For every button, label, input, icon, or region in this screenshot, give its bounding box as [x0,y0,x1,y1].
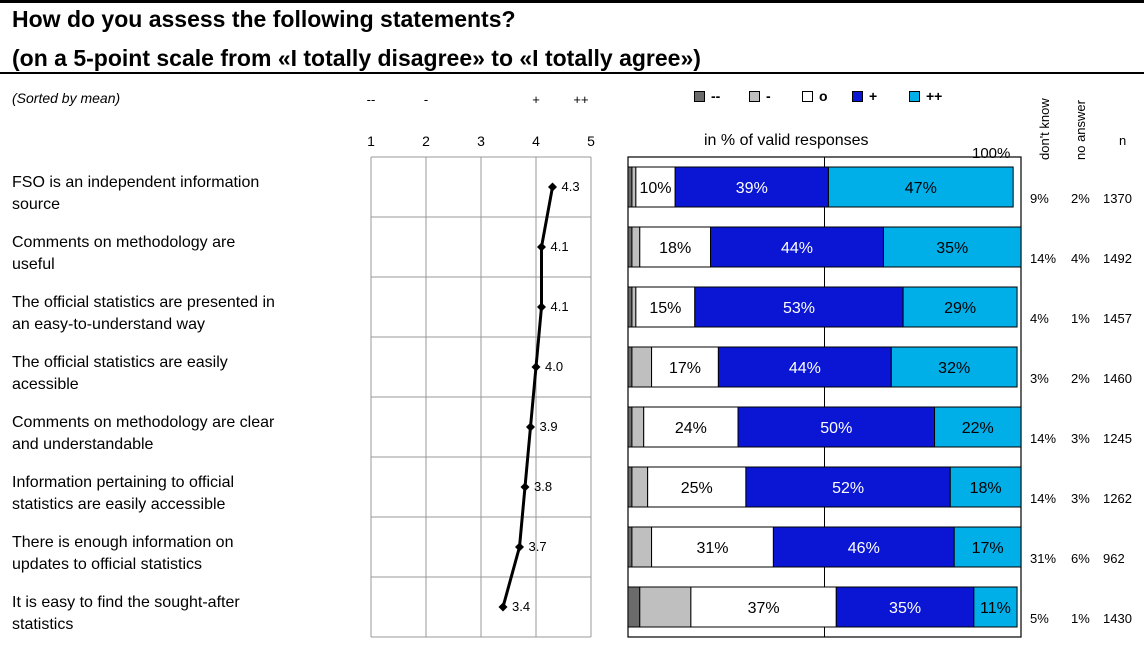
mean-point [526,423,535,432]
mean-point [537,303,546,312]
bar-value-label: 37% [748,600,780,617]
bar-segment [632,527,652,567]
mean-point [548,183,557,192]
bar-value-label: 35% [936,240,968,257]
mean-label: 4.0 [545,359,563,374]
bar-segment [628,467,632,507]
mean-label: 4.1 [551,299,569,314]
mean-label: 3.4 [512,599,530,614]
bar-segment [628,347,632,387]
bar-segment [632,467,648,507]
bar-value-label: 50% [820,420,852,437]
mean-label: 3.7 [529,539,547,554]
bar-segment [628,227,632,267]
bar-value-label: 25% [681,480,713,497]
bar-value-label: 10% [639,180,671,197]
bar-value-label: 22% [962,420,994,437]
bar-segment [628,407,632,447]
bar-value-label: 47% [905,180,937,197]
bar-segment [628,587,640,627]
mean-label: 3.8 [534,479,552,494]
bar-value-label: 18% [970,480,1002,497]
bar-segment [640,587,691,627]
mean-label: 4.1 [551,239,569,254]
mean-point [521,483,530,492]
bar-segment [628,167,632,207]
bar-value-label: 18% [659,240,691,257]
bar-value-label: 35% [889,600,921,617]
mean-point [515,543,524,552]
bar-value-label: 17% [972,540,1004,557]
bar-value-label: 53% [783,300,815,317]
bar-segment [632,407,644,447]
bar-value-label: 31% [696,540,728,557]
mean-label: 4.3 [562,179,580,194]
bar-value-label: 29% [944,300,976,317]
mean-point [532,363,541,372]
bar-segment [632,347,652,387]
bar-segment [632,287,636,327]
bar-value-label: 11% [980,600,1011,617]
bar-value-label: 17% [669,360,701,377]
bar-value-label: 44% [789,360,821,377]
bar-value-label: 24% [675,420,707,437]
bar-segment [632,227,640,267]
bar-value-label: 52% [832,480,864,497]
bar-value-label: 46% [848,540,880,557]
mean-label: 3.9 [540,419,558,434]
bar-value-label: 32% [938,360,970,377]
bar-segment [628,527,632,567]
mean-point [499,603,508,612]
mean-point [537,243,546,252]
bar-segment [632,167,636,207]
bar-value-label: 44% [781,240,813,257]
bar-value-label: 15% [649,300,681,317]
bar-value-label: 39% [736,180,768,197]
bar-segment [628,287,632,327]
